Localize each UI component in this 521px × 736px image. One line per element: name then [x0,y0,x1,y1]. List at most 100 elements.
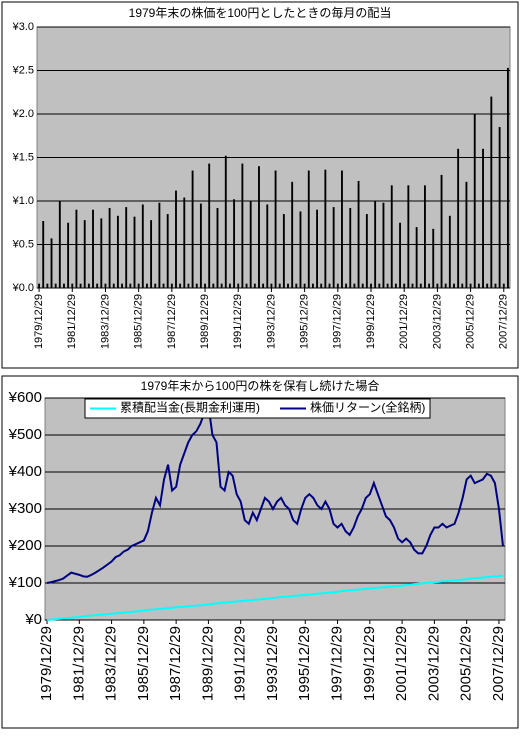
bar [208,163,211,288]
bar [378,283,381,288]
bar [299,211,302,288]
bar [357,180,360,288]
x-tick-label: 1987/12/29 [166,294,178,349]
x-tick-label: 1997/12/29 [329,626,346,701]
bar [187,283,190,288]
bar [224,155,227,288]
legend-label: 株価リターン(全銘柄) [310,400,425,415]
bar [349,207,352,288]
bar [320,283,323,288]
x-tick-label: 1991/12/29 [232,626,249,701]
bar [282,214,285,288]
bar [465,181,468,288]
bar [274,170,277,288]
bar [328,283,331,288]
bar [419,283,422,288]
bar [58,201,61,288]
bar [440,174,443,288]
bar [316,209,318,288]
bar [411,283,414,288]
bar [477,283,480,288]
bar [54,283,57,288]
bar [212,283,215,288]
bar [179,283,182,288]
bar [473,114,476,288]
bar [498,127,501,288]
bar [311,283,314,288]
x-tick-label: 1979/12/29 [38,626,55,701]
bar [195,283,198,288]
bar [137,283,140,288]
y-tick-label: ¥500 [8,426,42,443]
bar [100,218,103,288]
chart-title: 1979年末から100円の株を保有し続けた場合 [141,378,380,393]
bar [444,283,447,288]
y-tick-label: ¥0 [24,611,42,628]
x-tick-label: 1993/12/29 [264,626,281,701]
bar [46,283,49,288]
x-tick-label: 2007/12/29 [490,626,507,701]
bar [104,283,107,288]
legend-box [84,398,431,419]
bar [332,207,335,288]
bar [506,67,509,288]
x-tick-label: 1981/12/29 [70,626,87,701]
bar [166,214,169,288]
y-tick-label: ¥1.5 [12,151,34,163]
bar [365,214,368,288]
bar [341,170,343,288]
y-tick-label: ¥400 [8,463,42,480]
x-tick-label: 2003/12/29 [425,626,442,701]
bar [71,283,74,288]
bar [170,283,173,288]
bar [50,238,53,288]
bar [83,220,86,288]
bar [432,228,435,288]
bar [183,197,186,288]
bar [253,283,256,288]
bar [461,283,464,288]
bar [63,283,65,288]
bar [436,283,439,288]
bar [407,185,410,288]
bar [233,199,236,288]
bar [67,222,70,288]
x-tick-label: 1995/12/29 [299,294,311,349]
bar [241,163,244,288]
bar [291,181,294,288]
bar [494,283,497,288]
bar [336,283,339,288]
bar [245,283,248,288]
bar [457,148,460,288]
bar [424,185,426,288]
bar [96,283,99,288]
bar [79,283,82,288]
bar [262,283,265,288]
x-tick-label: 1997/12/29 [332,294,344,349]
x-tick-label: 1999/12/29 [361,626,378,701]
x-tick-label: 2007/12/29 [498,294,510,349]
bar [204,283,206,288]
bar [141,204,144,288]
x-tick-label: 1983/12/29 [99,294,111,349]
bar [38,283,41,288]
y-tick-label: ¥1.0 [12,195,34,207]
bar [75,209,78,288]
bar [87,283,90,288]
legend-label: 累積配当金(長期金利運用) [120,400,260,415]
bar [453,283,455,288]
bar [482,148,484,288]
bar [108,207,111,288]
series-line [46,402,504,584]
bar [199,203,202,288]
y-tick-label: ¥3.0 [12,21,34,33]
bar [146,283,148,288]
bar [486,283,489,288]
bar [361,283,364,288]
x-tick-label: 2001/12/29 [398,294,410,349]
bar [307,170,310,288]
bar [502,283,505,288]
bar [390,185,393,288]
y-tick-label: ¥0.5 [12,238,34,250]
